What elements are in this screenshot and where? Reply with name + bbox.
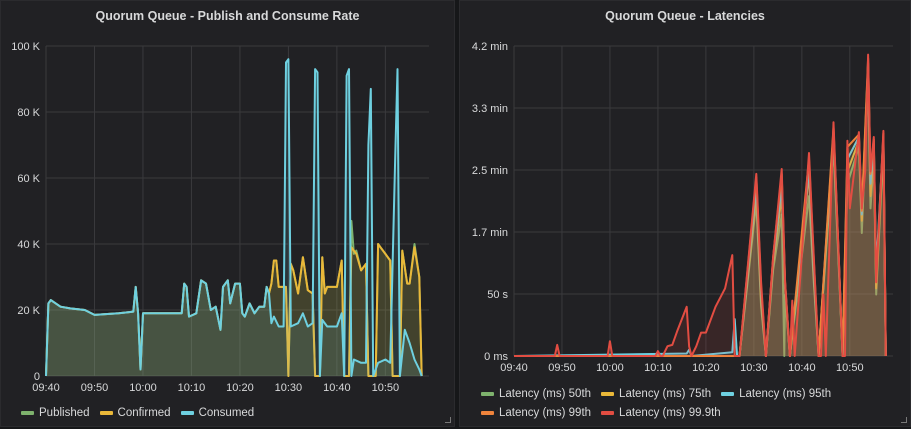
- series-area-1: [514, 70, 886, 356]
- rate-chart: 0 20 K 40 K 60 K 80 K 100 K 09:40 09:50 10:00 10:…: [11, 41, 429, 394]
- y-tick-label: 3.3 min: [472, 103, 508, 115]
- y-tick-label: 1.7 min: [472, 227, 508, 239]
- x-tick-label: 10:20: [226, 382, 254, 394]
- latency-chart: 0 ms 50 s 1.7 min 2.5 min 3.3 min 4.2 min 09:4…: [472, 41, 893, 374]
- legend: Latency (ms) 50th Latency (ms) 75th Latenc…: [481, 384, 901, 422]
- panel-publish-consume-rate: Quorum Queue - Publish and Consume Rate …: [0, 0, 455, 427]
- x-tick-label: 09:40: [500, 362, 528, 374]
- x-tick-label: 10:00: [596, 362, 624, 374]
- y-tick-label: 40 K: [17, 239, 40, 251]
- x-tick-label: 10:10: [178, 382, 206, 394]
- panel-title[interactable]: Quorum Queue - Publish and Consume Rate: [95, 9, 360, 23]
- y-tick-label: 2.5 min: [472, 165, 508, 177]
- series-area-2: [514, 63, 886, 356]
- legend-swatch: [21, 410, 34, 415]
- legend-swatch: [601, 391, 615, 396]
- legend-label: Confirmed: [117, 406, 171, 419]
- x-tick-label: 10:20: [692, 362, 720, 374]
- resize-handle[interactable]: [901, 417, 907, 423]
- legend-item[interactable]: Confirmed: [99, 403, 171, 422]
- legend-swatch: [601, 410, 615, 415]
- legend-label: Latency (ms) 99th: [499, 406, 592, 419]
- y-tick-label: 50 s: [487, 289, 508, 301]
- legend-item[interactable]: Latency (ms) 99th: [481, 403, 591, 422]
- x-tick-label: 09:50: [81, 382, 109, 394]
- legend-label: Latency (ms) 75th: [619, 387, 712, 400]
- y-tick-label: 0: [34, 371, 40, 383]
- legend-label: Published: [39, 406, 90, 419]
- legend-label: Consumed: [198, 406, 255, 419]
- x-tick-label: 10:30: [740, 362, 768, 374]
- x-tick-label: 10:40: [788, 362, 816, 374]
- legend-item[interactable]: Latency (ms) 50th: [481, 384, 591, 403]
- x-tick-label: 10:50: [372, 382, 400, 394]
- legend-label: Latency (ms) 99.9th: [619, 406, 721, 419]
- x-tick-label: 10:40: [323, 382, 351, 394]
- legend-label: Latency (ms) 95th: [739, 387, 832, 400]
- series-area-1: [46, 244, 422, 376]
- x-tick-label: 09:40: [32, 382, 60, 394]
- legend-item[interactable]: Latency (ms) 75th: [601, 384, 711, 403]
- y-tick-label: 20 K: [17, 305, 40, 317]
- x-tick-label: 10:50: [836, 362, 864, 374]
- panel-title[interactable]: Quorum Queue - Latencies: [605, 9, 765, 23]
- y-tick-label: 4.2 min: [472, 41, 508, 53]
- legend-label: Latency (ms) 50th: [499, 387, 592, 400]
- series-line-4[interactable]: [514, 53, 887, 357]
- series-line-2[interactable]: [45, 58, 423, 377]
- series-area-0: [514, 79, 886, 356]
- series-area-0: [46, 220, 422, 376]
- x-tick-label: 09:50: [548, 362, 576, 374]
- legend-swatch: [481, 410, 494, 415]
- panel-latencies: Quorum Queue - Latencies 0 ms 50 s 1.7 min…: [459, 0, 911, 427]
- x-tick-label: 10:00: [129, 382, 157, 394]
- series-area-4: [514, 54, 886, 356]
- y-tick-label: 60 K: [17, 173, 40, 185]
- y-tick-label: 0 ms: [484, 351, 508, 363]
- x-tick-label: 10:10: [644, 362, 672, 374]
- legend-item[interactable]: Published: [21, 403, 90, 422]
- legend-item[interactable]: Latency (ms) 99.9th: [601, 403, 721, 422]
- series-area-2: [46, 59, 422, 376]
- x-tick-label: 10:30: [275, 382, 303, 394]
- legend-item[interactable]: Consumed: [180, 403, 255, 422]
- y-tick-label: 80 K: [17, 107, 40, 119]
- legend-swatch: [99, 410, 113, 415]
- series-area-3: [514, 58, 886, 357]
- legend-swatch: [180, 410, 194, 415]
- legend-item[interactable]: Latency (ms) 95th: [721, 384, 831, 403]
- y-tick-label: 100 K: [11, 41, 40, 53]
- legend-swatch: [721, 391, 735, 396]
- legend: Published Confirmed Consumed: [21, 403, 264, 422]
- resize-handle[interactable]: [445, 417, 451, 423]
- legend-swatch: [481, 391, 494, 396]
